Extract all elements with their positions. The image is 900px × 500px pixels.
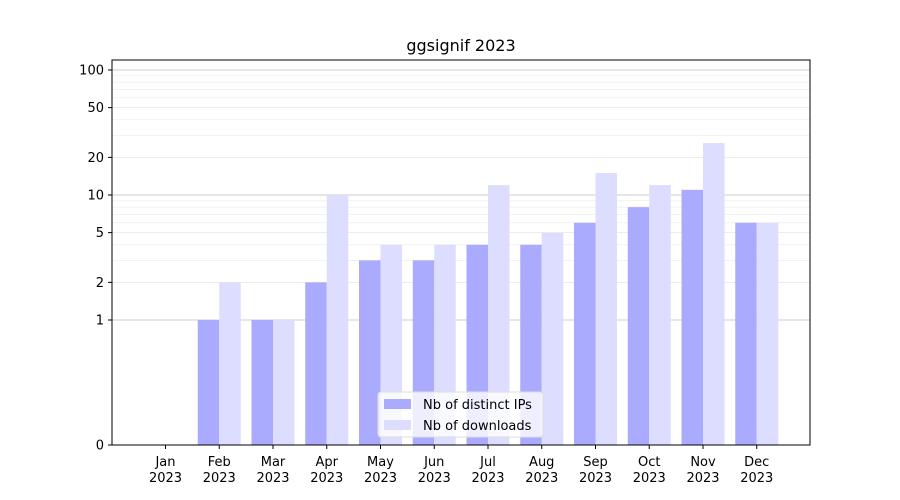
bar-downloads xyxy=(756,222,779,445)
x-tick-label-year: 2023 xyxy=(256,471,289,486)
bar-distinct-ips xyxy=(627,207,650,445)
bar-downloads xyxy=(703,143,725,445)
chart-title: ggsignif 2023 xyxy=(406,36,515,55)
y-axis: 0 1 2 5 10 20 50 100 xyxy=(79,64,112,454)
bar-distinct-ips xyxy=(251,320,273,445)
x-tick-label-month: Aug xyxy=(529,455,554,470)
legend-box xyxy=(377,391,544,438)
bar-distinct-ips xyxy=(681,189,703,445)
bar-downloads xyxy=(541,232,564,445)
y-tick-label: 2 xyxy=(96,276,104,291)
x-tick-label-year: 2023 xyxy=(686,471,719,486)
x-tick-label-month: Nov xyxy=(690,455,716,470)
plot-frame xyxy=(111,59,811,446)
bar-downloads xyxy=(326,195,349,445)
x-tick-label-month: Jul xyxy=(479,455,496,470)
x-axis: Jan2023Feb2023Mar2023Apr2023May2023Jun20… xyxy=(149,445,773,486)
y-tick-label: 0 xyxy=(96,439,104,454)
x-tick-label-year: 2023 xyxy=(418,471,451,486)
x-tick-label-month: Oct xyxy=(638,455,660,470)
bar-distinct-ips xyxy=(359,260,381,445)
bar-distinct-ips xyxy=(574,222,596,445)
bar-downloads xyxy=(488,185,510,445)
legend-label: Nb of distinct IPs xyxy=(423,398,532,413)
x-tick-label-year: 2023 xyxy=(525,471,558,486)
y-tick-label: 100 xyxy=(79,64,104,79)
x-tick-label-year: 2023 xyxy=(310,471,343,486)
y-tick-label: 1 xyxy=(96,314,104,329)
y-tick-label: 10 xyxy=(87,189,104,204)
bar-distinct-ips xyxy=(305,282,327,445)
x-tick-label-month: Feb xyxy=(208,455,231,470)
legend-label: Nb of downloads xyxy=(423,419,532,434)
bar-downloads xyxy=(273,320,295,445)
legend-swatch xyxy=(384,399,411,409)
bar-distinct-ips xyxy=(735,222,757,445)
bar-distinct-ips xyxy=(197,320,220,445)
x-tick-label-month: Jan xyxy=(154,455,175,470)
legend: Nb of distinct IPs Nb of downloads xyxy=(377,391,544,438)
x-tick-label-month: May xyxy=(367,455,394,470)
x-tick-label-year: 2023 xyxy=(364,471,397,486)
x-tick-label-month: Apr xyxy=(316,455,339,470)
x-tick-label-year: 2023 xyxy=(633,471,666,486)
legend-swatch xyxy=(384,420,411,430)
x-tick-label-month: Sep xyxy=(583,455,608,470)
bar-downloads xyxy=(219,282,241,445)
x-tick-label-year: 2023 xyxy=(149,471,182,486)
x-tick-label-month: Dec xyxy=(744,455,769,470)
x-tick-label-year: 2023 xyxy=(579,471,612,486)
x-tick-label-year: 2023 xyxy=(471,471,504,486)
bars xyxy=(197,143,779,445)
x-tick-label-year: 2023 xyxy=(740,471,773,486)
y-tick-label: 50 xyxy=(87,101,104,116)
y-tick-label: 5 xyxy=(96,226,104,241)
y-tick-label: 20 xyxy=(87,151,104,166)
bar-downloads xyxy=(595,172,617,445)
x-tick-label-month: Mar xyxy=(261,455,286,470)
bar-downloads xyxy=(649,185,671,445)
x-tick-label-year: 2023 xyxy=(203,471,236,486)
x-tick-label-month: Jun xyxy=(423,455,444,470)
